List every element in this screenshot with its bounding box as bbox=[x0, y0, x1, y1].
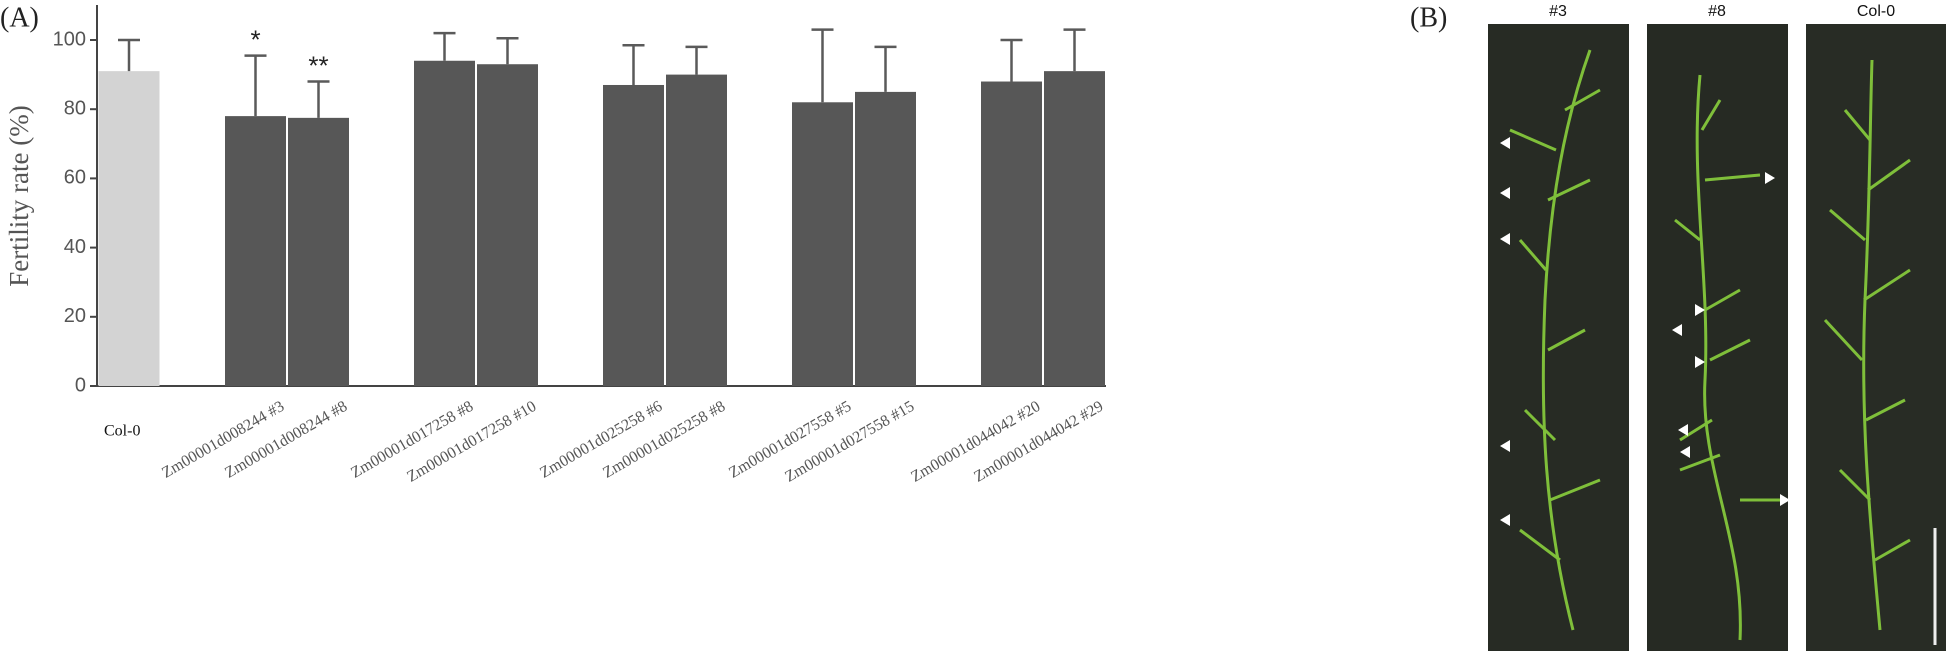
y-axis-label: Fertility rate (%) bbox=[4, 105, 34, 286]
error-bar bbox=[244, 54, 267, 117]
error-bar bbox=[1000, 38, 1023, 82]
bar bbox=[414, 60, 475, 386]
bar bbox=[225, 116, 286, 387]
bar bbox=[792, 102, 853, 386]
error-bar bbox=[433, 31, 456, 61]
x-tick-label: Zm00001d025258 #8 bbox=[600, 398, 728, 482]
significance-label: * bbox=[250, 24, 260, 54]
plant bbox=[1509, 49, 1911, 641]
significance-label: ** bbox=[308, 50, 328, 80]
error-bar bbox=[685, 45, 708, 75]
bar bbox=[98, 71, 160, 386]
y-tick-label: 40 bbox=[64, 236, 86, 258]
bar bbox=[666, 74, 727, 386]
error-bar bbox=[496, 37, 519, 65]
y-tick-label: 0 bbox=[75, 374, 86, 396]
bar bbox=[288, 117, 349, 386]
y-tick-label: 80 bbox=[64, 97, 86, 119]
x-tick-label: Zm00001d008244 #8 bbox=[222, 398, 350, 482]
x-tick-label: Col-0 bbox=[104, 423, 140, 440]
y-tick-label: 100 bbox=[53, 28, 86, 50]
y-tick-label: 20 bbox=[64, 305, 86, 327]
photo-title: Col-0 bbox=[1857, 3, 1895, 20]
panel-label: (B) bbox=[1410, 2, 1447, 33]
y-tick-label: 60 bbox=[64, 167, 86, 189]
bar bbox=[1044, 71, 1105, 386]
photo-panels bbox=[1488, 24, 1946, 651]
bar bbox=[477, 64, 538, 386]
photo bbox=[1488, 24, 1629, 651]
photo-title: #3 bbox=[1549, 3, 1567, 20]
error-bar bbox=[307, 80, 330, 118]
error-bar bbox=[811, 28, 834, 103]
photo-title: #8 bbox=[1708, 3, 1726, 20]
error-bar bbox=[1063, 28, 1086, 72]
bar bbox=[981, 81, 1042, 387]
bar bbox=[855, 91, 916, 387]
error-bar bbox=[622, 43, 645, 85]
photo bbox=[1647, 24, 1788, 651]
error-bar bbox=[874, 45, 897, 92]
photo bbox=[1806, 24, 1946, 651]
panel-label: (A) bbox=[0, 2, 39, 33]
bar bbox=[603, 84, 664, 386]
error-bar bbox=[118, 38, 140, 72]
arrowhead bbox=[1500, 137, 1790, 526]
